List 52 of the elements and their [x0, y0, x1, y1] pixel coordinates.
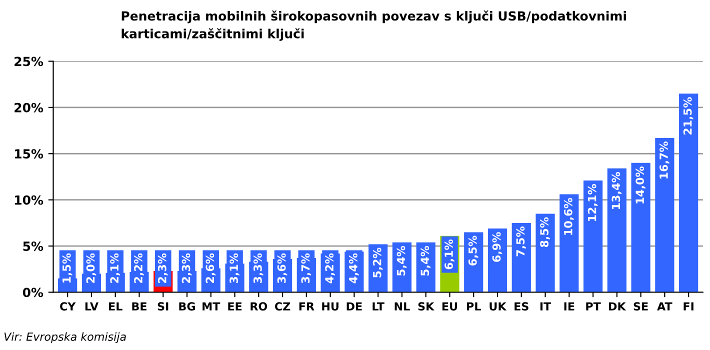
x-tick-label: NL [394, 302, 410, 310]
data-label: 13,4% [612, 172, 622, 209]
x-tick-label: IE [564, 302, 574, 310]
y-tick-label: 5% [23, 242, 44, 251]
chart-title: Penetracija mobilnih širokopasovnih povezav s ključi USB/podatkovnimi karticami/zaščitnimi ključi [122, 10, 626, 41]
x-tick-label: EU [442, 302, 458, 311]
data-label: 2,3% [158, 253, 168, 283]
x-tick-label: SE [634, 302, 648, 311]
data-label: 14,0% [636, 166, 646, 204]
data-label: 1,5% [62, 253, 72, 283]
x-tick-label: MT [202, 302, 220, 310]
x-tick-label: EE [228, 302, 242, 310]
data-label: 4,4% [349, 253, 359, 284]
x-tick-label: AT [657, 302, 672, 310]
x-tick-label: SI [158, 302, 168, 311]
data-label: 12,1% [588, 184, 598, 221]
y-tick-label: 0% [22, 288, 44, 298]
y-tick-label: 25% [14, 56, 44, 66]
x-tick-label: DE [346, 302, 362, 310]
y-tick-label: 20% [14, 102, 44, 112]
x-tick-label: EL [109, 302, 122, 310]
y-tick-label: 10% [15, 195, 44, 205]
x-tick-label: DK [609, 302, 626, 310]
data-label: 16,7% [660, 142, 670, 178]
x-tick-label: LT [372, 302, 384, 310]
x-tick-label: FR [299, 302, 314, 310]
data-label: 6,9% [492, 232, 502, 262]
x-tick-label: IT [540, 302, 552, 310]
x-tick-label: HU [322, 302, 338, 311]
data-label: 6,5% [468, 236, 478, 266]
x-tick-label: CZ [274, 302, 290, 311]
x-tick-label: CY [60, 302, 76, 311]
text: Vir: Evropska komisija [4, 332, 126, 343]
y-tick-label: 15% [15, 149, 44, 159]
data-label: 5,4% [396, 246, 407, 276]
data-label: 21,5% [683, 97, 694, 134]
x-tick-label: SK [418, 302, 434, 311]
x-tick-label: PL [467, 302, 481, 310]
data-label: 5,4% [420, 246, 430, 276]
x-tick-label: ES [514, 302, 528, 311]
data-label: 6,1% [444, 239, 454, 270]
x-tick-label: BG [179, 302, 195, 311]
x-tick-label: RO [250, 302, 268, 311]
x-tick-label: PT [586, 302, 601, 310]
data-label: 8,5% [540, 217, 550, 248]
x-tick-label: FI [684, 302, 694, 310]
data-label: 5,2% [372, 248, 383, 278]
x-tick-label: LV [85, 302, 98, 310]
x-tick-label: UK [490, 302, 507, 311]
data-label: 7,5% [516, 226, 526, 256]
data-label: 10,6% [564, 198, 574, 235]
x-tick-label: BE [132, 302, 146, 310]
